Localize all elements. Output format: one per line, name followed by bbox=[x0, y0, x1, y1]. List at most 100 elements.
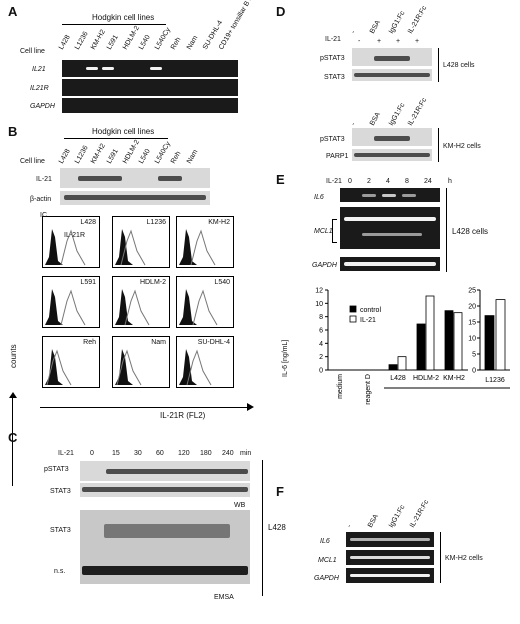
e-bar-chart: 0 2 4 6 8 10 12 medium reagent D L428 HDLM-2 KM-H2 c… bbox=[315, 288, 510, 405]
histogram-3: L591 bbox=[42, 276, 100, 328]
c-blot-stat3 bbox=[80, 483, 250, 497]
b-row-actin: β-actin bbox=[30, 196, 52, 203]
a-row-title: Cell line bbox=[20, 48, 45, 55]
ic-peak-4 bbox=[115, 289, 133, 325]
f-bracket bbox=[440, 532, 441, 583]
e-bar-IL-21-4 bbox=[453, 312, 463, 371]
d-sign-1: + bbox=[377, 38, 382, 45]
ic-peak-1 bbox=[115, 229, 133, 265]
f-row-mcl1: MCL1 bbox=[318, 557, 337, 564]
histogram-label-6: Reh bbox=[83, 339, 96, 346]
panel-label-f: F bbox=[276, 484, 284, 499]
il21r-curve-8 bbox=[186, 349, 212, 386]
e-time-4: 24 bbox=[424, 178, 432, 185]
e-time-0: 0 bbox=[348, 178, 352, 185]
a-row-il21r: IL21R bbox=[30, 85, 49, 92]
panel-label-e: E bbox=[276, 172, 285, 187]
e-time-1: 2 bbox=[367, 178, 371, 185]
e-ytick-label-6: 12 bbox=[315, 288, 323, 295]
d-cond-b-0: - bbox=[349, 121, 358, 127]
b-row-title: Cell line bbox=[20, 158, 45, 165]
e-gel-il6 bbox=[340, 188, 440, 202]
il21r-curve-1 bbox=[120, 229, 146, 266]
b-y-axis-label: counts bbox=[9, 344, 18, 368]
ic-peak-6 bbox=[45, 349, 63, 385]
b-lane-8: Nam bbox=[185, 148, 200, 165]
panel-label-a: A bbox=[8, 4, 18, 19]
histogram-6: Reh bbox=[42, 336, 100, 388]
il21r-curve-0 bbox=[60, 229, 86, 266]
e-cat-label-1: reagent D bbox=[365, 374, 372, 405]
e-row-mcl1: MCL1 bbox=[314, 228, 333, 235]
d-cond-3: IL-21R:Fc bbox=[406, 4, 429, 35]
panel-label-b: B bbox=[8, 124, 18, 139]
e-legend-label-0: control bbox=[360, 307, 381, 314]
il21r-curve-5 bbox=[192, 289, 218, 326]
e-time-2: 4 bbox=[386, 178, 390, 185]
b-il21r-label: IL-21R bbox=[64, 232, 86, 239]
a-row-il21: IL21 bbox=[32, 66, 46, 73]
e-gel-gapdh bbox=[340, 257, 440, 271]
c-time-4: 120 bbox=[178, 450, 190, 457]
e-cat-label-4: KM-H2 bbox=[443, 375, 465, 382]
d-treatment: IL-21 bbox=[325, 36, 341, 43]
d-cond-b-2: IgG1:Fc bbox=[387, 101, 407, 127]
ic-peak-7 bbox=[115, 349, 133, 385]
f-cell-label: KM-H2 cells bbox=[445, 555, 483, 562]
e-ytick-label-4: 8 bbox=[319, 314, 323, 321]
e-time-3: 8 bbox=[405, 178, 409, 185]
il21r-curve-6 bbox=[46, 349, 72, 386]
a-lane-3: L591 bbox=[105, 34, 120, 51]
b-y-arrow-icon bbox=[9, 392, 17, 398]
b-lane-2: KM-H2 bbox=[89, 142, 107, 165]
c-emsa-gel bbox=[80, 510, 250, 584]
b-lane-1: L1236 bbox=[73, 144, 90, 165]
f-cond-1: BSA bbox=[366, 513, 381, 529]
f-gel-gapdh bbox=[346, 568, 434, 583]
histogram-8: SU-DHL-4 bbox=[176, 336, 234, 388]
d-cond-0: - bbox=[349, 29, 358, 35]
b-lane-3: L591 bbox=[105, 148, 120, 165]
ic-peak-5 bbox=[179, 289, 197, 325]
c-wb-label: WB bbox=[234, 502, 246, 509]
d-blot-pstat3 bbox=[352, 48, 432, 66]
b-x-axis-label: IL-21R (FL2) bbox=[160, 411, 206, 420]
b-group-label: Hodgkin cell lines bbox=[92, 127, 155, 136]
histogram-label-0: L428 bbox=[80, 219, 96, 226]
il21r-curve-7 bbox=[116, 349, 142, 386]
c-time-5: 180 bbox=[200, 450, 212, 457]
d-blot-pstat3-b bbox=[352, 128, 432, 146]
d-blot-stat3 bbox=[352, 69, 432, 81]
d-top-bracket bbox=[438, 48, 439, 82]
a-lane-5: L540 bbox=[137, 34, 152, 51]
e-legend-swatch-0 bbox=[349, 305, 357, 313]
e-ytick-label-0: 0 bbox=[319, 368, 323, 375]
a-group-line bbox=[62, 24, 166, 25]
e-ytick-label-3: 6 bbox=[319, 328, 323, 335]
a-gel-gapdh bbox=[62, 98, 238, 113]
histogram-label-5: L540 bbox=[214, 279, 230, 286]
d-top-cell: L428 cells bbox=[443, 62, 475, 69]
e-gel-mcl1 bbox=[340, 207, 440, 249]
e2-ytick-label-3: 15 bbox=[468, 320, 476, 327]
histogram-0: L428 bbox=[42, 216, 100, 268]
ic-peak-3 bbox=[45, 289, 63, 325]
e-bar-control-3 bbox=[416, 323, 426, 371]
c-row-ns: n.s. bbox=[54, 568, 66, 575]
d-bot-cell: KM-H2 cells bbox=[443, 143, 481, 150]
d-row-pstat3-b: pSTAT3 bbox=[320, 136, 345, 143]
c-row-stat3: STAT3 bbox=[50, 488, 71, 495]
f-gel-il6 bbox=[346, 532, 434, 547]
histogram-label-4: HDLM-2 bbox=[139, 279, 166, 286]
ic-peak-0 bbox=[45, 229, 63, 265]
histogram-7: Nam bbox=[112, 336, 170, 388]
e-ytick-label-1: 2 bbox=[319, 354, 323, 361]
d-cond-b-1: BSA bbox=[368, 111, 383, 127]
f-cond-3: IL-21R:Fc bbox=[408, 498, 431, 529]
il21r-curve-4 bbox=[124, 289, 150, 326]
a-group-label: Hodgkin cell lines bbox=[92, 13, 155, 22]
e-cat-label-3: HDLM-2 bbox=[413, 375, 439, 382]
f-cond-2: IgG1:Fc bbox=[387, 503, 407, 529]
histogram-2: KM-H2 bbox=[176, 216, 234, 268]
c-row-pstat3: pSTAT3 bbox=[44, 466, 69, 473]
